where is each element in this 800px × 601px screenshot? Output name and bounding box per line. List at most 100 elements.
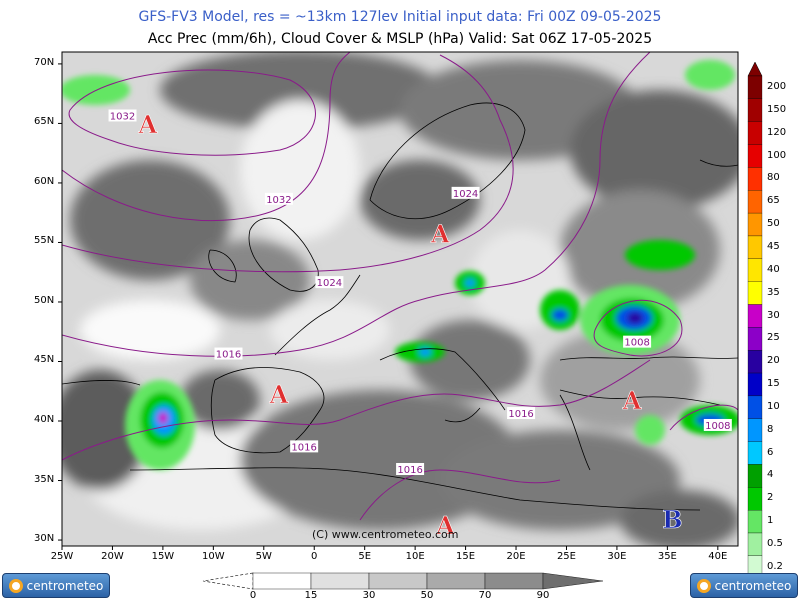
isobar-label: 1008 (705, 421, 730, 432)
lon-label: 15E (456, 551, 476, 562)
centrometeo-logo-right[interactable]: centrometeo (690, 573, 798, 598)
lat-label: 45N (34, 354, 55, 366)
lon-label: 0 (311, 551, 318, 562)
cloudbar-swatch (252, 572, 312, 590)
isobar-labels: 1032 1032 1024 1024 1016 1016 1016 1016 1008 1008 (108, 109, 732, 476)
lon-label: 25E (556, 551, 576, 562)
lat-label: 65N (34, 116, 55, 128)
low-pressure-marker: B (662, 505, 682, 534)
lat-label: 70N (34, 56, 55, 68)
centrometeo-logo-left[interactable]: centrometeo (2, 573, 110, 598)
lat-label: 30N (34, 533, 55, 545)
colorbar-label: 6 (767, 446, 774, 458)
isobar-label: 1024 (453, 189, 478, 200)
high-pressure-marker: A (269, 380, 289, 409)
isobar-label: 1008 (624, 338, 649, 349)
high-pressure-marker: A (435, 511, 455, 540)
lat-label: 50N (34, 294, 55, 306)
product-title: Acc Prec (mm/6h), Cloud Cover & MSLP (hP… (147, 31, 653, 47)
precip-colorbar (747, 61, 763, 579)
colorbar-swatch (747, 487, 763, 511)
colorbar-swatch (747, 258, 763, 282)
colorbar-swatch (747, 212, 763, 237)
cloudbar-swatch (368, 572, 428, 590)
lon-label: 10W (202, 551, 225, 562)
cloud-cover-colorbar (202, 572, 604, 590)
logo-text: centrometeo (26, 578, 104, 593)
model-title: GFS-FV3 Model, res = ~13km 127lev Initia… (138, 9, 662, 25)
isobar-label: 1016 (291, 442, 316, 453)
colorbar-label: 80 (767, 172, 780, 184)
isobar-label-bg (290, 440, 319, 453)
cloudbar-right-arrow (542, 572, 604, 590)
isobar-label-bg (623, 335, 652, 348)
lon-label: 10E (405, 551, 425, 562)
colorbar-swatch (747, 441, 763, 465)
isobar-label: 1032 (266, 195, 291, 206)
isobar-label-bg (396, 463, 425, 476)
cloudbar-swatch (426, 572, 486, 590)
lat-label: 60N (34, 175, 55, 187)
colorbar-label: 0.5 (767, 538, 783, 549)
lon-label: 25W (50, 551, 74, 562)
colorbar-swatch (747, 464, 763, 488)
logo-icon (8, 578, 23, 593)
logo-text: centrometeo (714, 578, 792, 593)
colorbar-swatch (747, 75, 763, 100)
colorbar-swatch (747, 395, 763, 419)
lon-label: 35E (657, 551, 677, 562)
colorbar-label: 20 (767, 355, 780, 367)
cloudbar-label: 70 (478, 590, 492, 601)
colorbar-swatch (747, 532, 763, 557)
isobar-label: 1016 (397, 465, 422, 476)
colorbar-swatch (747, 121, 763, 145)
pressure-centers: A A A A A B (137, 110, 683, 541)
colorbar-label: 50 (767, 218, 780, 230)
colorbar-swatch (747, 418, 763, 442)
isobar-label: 1032 (110, 111, 135, 122)
colorbar-label: 100 (767, 149, 787, 161)
cloudbar-label: 90 (536, 590, 550, 601)
colorbar-label: 35 (767, 286, 780, 298)
colorbar-swatch (747, 281, 763, 305)
colorbar-swatch (747, 327, 763, 351)
isobar-label-bg (108, 109, 137, 122)
isobar-label-bg (507, 407, 536, 420)
coastlines (62, 102, 738, 511)
cloudbar-swatch (310, 572, 370, 590)
colorbar-label: 40 (767, 263, 780, 275)
colorbar-swatch (747, 350, 763, 374)
colorbar-swatch (747, 190, 763, 214)
isobar-label-bg (214, 347, 243, 360)
isobar-label: 1016 (508, 409, 533, 420)
cloudbar-swatch (484, 572, 544, 590)
colorbar-label: 15 (767, 378, 780, 390)
copyright-text: (C) www.centrometeo.com (312, 528, 459, 541)
colorbar-label: 45 (767, 240, 780, 252)
precipitation-layer (62, 60, 738, 470)
colorbar-swatch (747, 235, 763, 259)
lon-label: 40E (708, 551, 728, 562)
high-pressure-marker: A (622, 386, 642, 415)
colorbar-swatch (747, 372, 763, 397)
colorbar-label: 200 (767, 81, 787, 92)
lon-label: 20W (101, 551, 124, 562)
colorbar-top-arrow (747, 61, 763, 77)
colorbar-label: 2 (767, 492, 774, 504)
colorbar-label: 4 (767, 469, 774, 481)
isobar-label: 1016 (216, 350, 241, 361)
axis-ticks (58, 63, 719, 550)
lon-label: 5E (358, 551, 372, 562)
lon-label: 15W (151, 551, 175, 562)
cloudbar-label: 50 (420, 590, 434, 601)
cloudbar-label: 15 (304, 590, 318, 601)
cloudbar-label: 0 (249, 590, 257, 601)
isobar-label-bg (703, 418, 732, 431)
lat-label: 55N (34, 235, 55, 247)
logo-icon (696, 578, 711, 593)
colorbar-swatch (747, 509, 763, 534)
lat-label: 40N (34, 414, 55, 425)
colorbar-label: 30 (767, 309, 780, 321)
isobar-label-bg (451, 186, 480, 199)
cloudbar-label: 30 (362, 590, 376, 601)
